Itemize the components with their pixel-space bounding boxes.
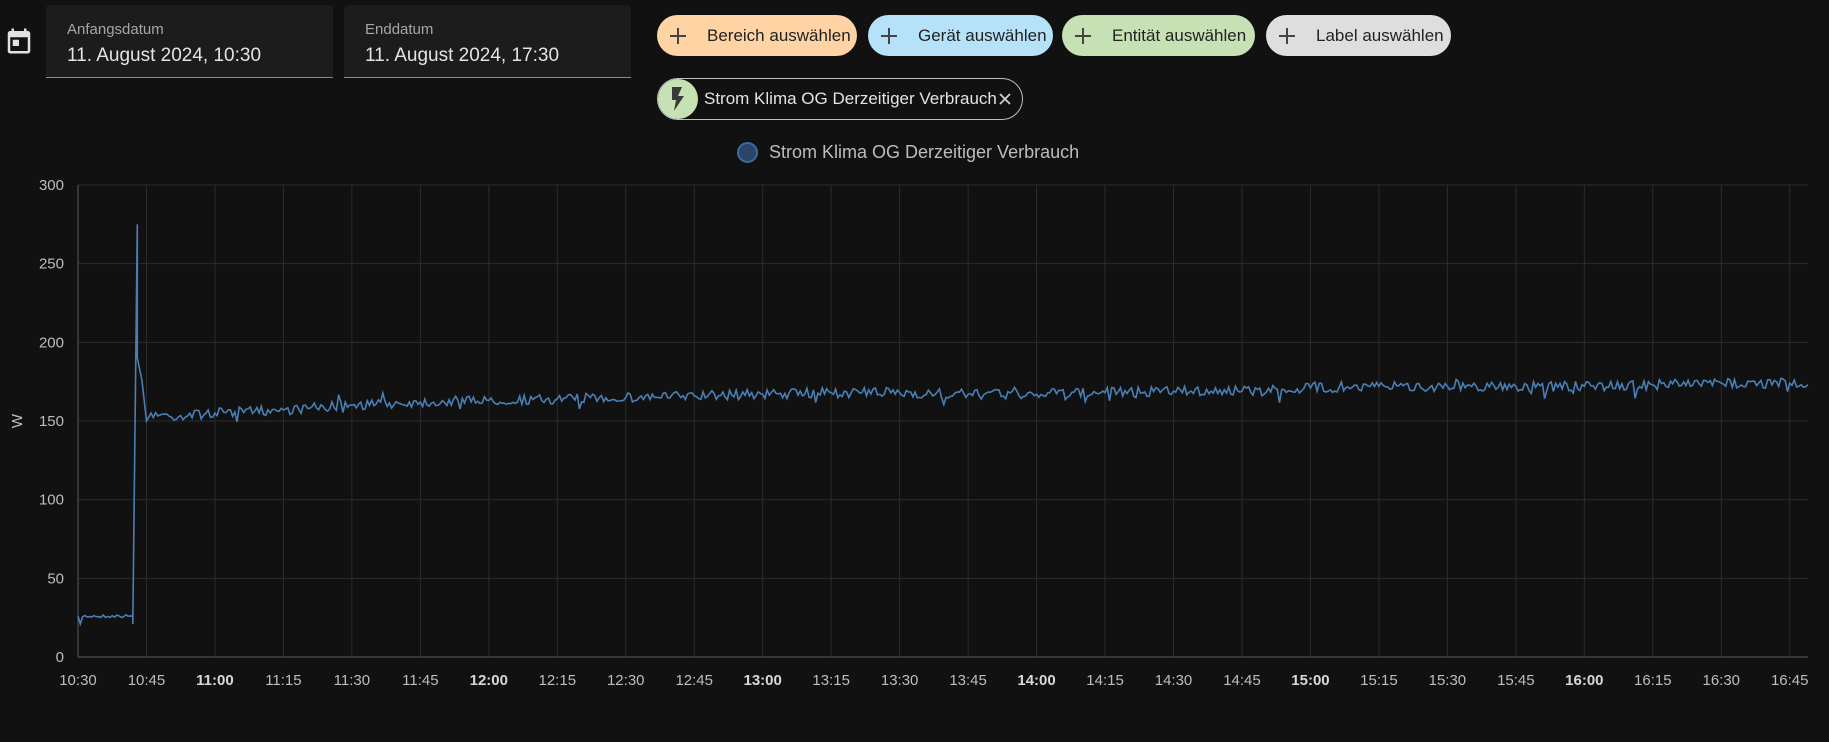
x-tick-label: 16:00 [1565,672,1603,689]
end-date-field[interactable]: Enddatum 11. August 2024, 17:30 [344,5,631,78]
x-tick-label: 15:45 [1497,672,1535,689]
selected-entity-label: Strom Klima OG Derzeitiger Verbrauch [704,89,997,108]
label-picker-button[interactable]: Label auswählen [1266,15,1451,56]
device-picker-button[interactable]: Gerät auswählen [868,15,1053,56]
y-tick-label: 0 [56,649,64,666]
area-picker-label: Bereich auswählen [707,25,851,45]
series-line[interactable] [77,224,1809,627]
x-tick-label: 15:30 [1429,672,1467,689]
x-tick-label: 16:45 [1771,672,1809,689]
plus-icon [881,27,897,44]
close-icon[interactable] [997,91,1013,107]
start-date-value: 11. August 2024, 10:30 [67,45,262,66]
x-tick-label: 12:00 [470,672,508,689]
flash-icon [658,79,698,119]
chart-grid [77,184,1808,658]
y-tick-label: 200 [39,334,64,351]
start-date-label: Anfangsdatum [67,21,164,38]
x-tick-label: 13:30 [881,672,919,689]
x-tick-label: 14:30 [1155,672,1193,689]
x-tick-label: 11:45 [402,672,438,689]
y-tick-label: 300 [39,177,64,194]
calendar-icon[interactable] [4,26,34,56]
y-axis-label: W [9,413,26,428]
x-tick-label: 11:00 [196,672,234,689]
device-picker-label: Gerät auswählen [918,25,1047,45]
x-tick-label: 12:45 [675,672,713,689]
selected-entity-chip[interactable]: Strom Klima OG Derzeitiger Verbrauch [657,78,1023,120]
x-tick-label: 16:30 [1702,672,1740,689]
y-axis: 0 50 100 150 200 250 300 [39,177,64,666]
end-date-value: 11. August 2024, 17:30 [365,45,560,66]
y-tick-label: 150 [39,413,64,430]
x-tick-label: 11:15 [265,672,301,689]
plus-icon [670,27,686,44]
start-date-field[interactable]: Anfangsdatum 11. August 2024, 10:30 [46,5,333,78]
entity-picker-label: Entität auswählen [1112,25,1247,45]
x-tick-label: 16:15 [1634,672,1672,689]
plus-icon [1075,27,1091,44]
x-tick-label: 15:15 [1360,672,1398,689]
end-date-label: Enddatum [365,21,434,38]
x-tick-label: 11:30 [334,672,370,689]
x-tick-label: 12:30 [607,672,645,689]
plus-icon [1279,27,1295,44]
y-tick-label: 250 [39,256,64,273]
legend-label: Strom Klima OG Derzeitiger Verbrauch [769,142,1080,162]
x-tick-label: 14:00 [1017,672,1055,689]
legend-marker [737,142,758,163]
label-picker-label: Label auswählen [1316,25,1444,45]
x-tick-label: 10:30 [59,672,97,689]
x-tick-label: 10:45 [128,672,166,689]
area-picker-button[interactable]: Bereich auswählen [657,15,857,56]
x-tick-label: 14:15 [1086,672,1124,689]
y-tick-label: 50 [47,570,64,587]
x-tick-label: 13:15 [812,672,850,689]
x-tick-label: 14:45 [1223,672,1261,689]
x-tick-label: 12:15 [539,672,577,689]
x-tick-label: 13:45 [949,672,987,689]
x-axis: 10:30 10:45 11:00 11:15 11:30 11:45 12:00 12:15… [59,672,1808,689]
chart-legend[interactable]: Strom Klima OG Derzeitiger Verbrauch [737,142,1079,163]
y-tick-label: 100 [39,492,64,509]
entity-picker-button[interactable]: Entität auswählen [1062,15,1255,56]
x-tick-label: 15:00 [1291,672,1329,689]
x-tick-label: 13:00 [744,672,782,689]
